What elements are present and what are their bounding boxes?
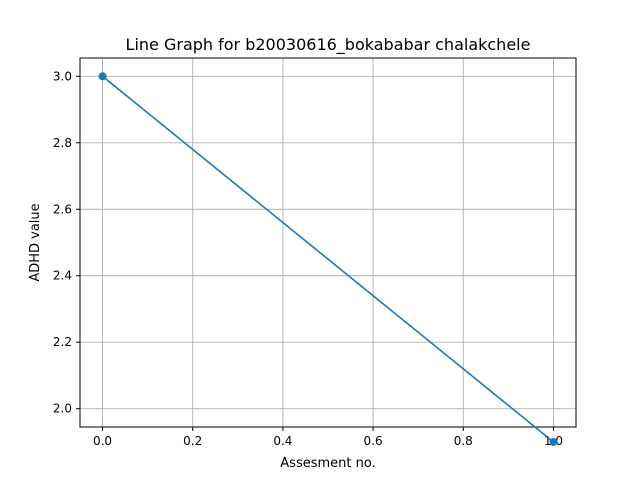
y-tick-label: 2.4: [53, 269, 72, 283]
x-tick-label: 0.2: [183, 434, 202, 448]
chart-title: Line Graph for b20030616_bokababar chala…: [126, 35, 531, 55]
x-tick-label: 0.4: [273, 434, 292, 448]
y-axis-label: ADHD value: [28, 203, 43, 281]
data-point-marker: [549, 437, 558, 446]
plot-area-frame: [79, 57, 577, 428]
data-point-marker: [98, 72, 107, 81]
y-tick-label: 3.0: [53, 69, 72, 83]
axis-ticks: 0.00.20.40.60.81.02.02.22.42.62.83.0: [53, 69, 563, 448]
x-tick-label: 0.0: [93, 434, 112, 448]
x-tick-label: 0.6: [364, 434, 383, 448]
y-tick-label: 2.0: [53, 402, 72, 416]
x-tick-label: 0.8: [454, 434, 473, 448]
y-tick-label: 2.8: [53, 136, 72, 150]
x-axis-label: Assesment no.: [280, 456, 375, 471]
series-line: [102, 75, 554, 443]
y-tick-label: 2.6: [53, 202, 72, 216]
y-tick-label: 2.2: [53, 335, 72, 349]
series-layer: [98, 72, 558, 446]
grid: [80, 58, 576, 427]
